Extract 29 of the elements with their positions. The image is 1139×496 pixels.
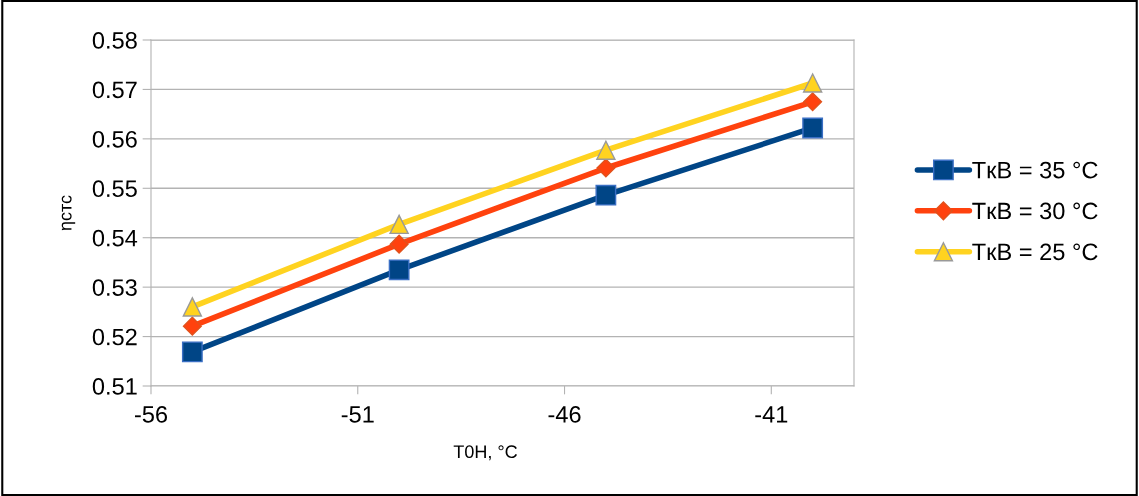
- x-tick-label: -46: [548, 406, 581, 423]
- point: [181, 341, 203, 363]
- x-tick-label: -56: [134, 406, 168, 423]
- point: [388, 259, 410, 281]
- y-tick-label: 0.57: [92, 81, 137, 99]
- legend-label: TкВ = 35 °C: [972, 161, 1098, 179]
- point: [596, 140, 616, 160]
- y-tick-label: 0.52: [92, 328, 137, 346]
- point: [802, 73, 823, 93]
- y-tick-label: 0.54: [92, 229, 138, 247]
- y-tick-label: 0.51: [92, 378, 137, 395]
- point: [182, 297, 203, 317]
- point: [182, 316, 202, 336]
- x-tick-label: -51: [341, 406, 374, 423]
- y-tick-label: 0.58: [92, 32, 137, 49]
- y-axis-title: ηстс: [61, 195, 76, 231]
- point: [389, 214, 409, 235]
- y-tick-label: 0.55: [92, 180, 137, 198]
- legend-label: TкВ = 25 °C: [972, 243, 1098, 261]
- x-tick-label: -41: [755, 406, 788, 423]
- point: [802, 117, 824, 139]
- legend-label: TкВ = 30 °C: [972, 202, 1098, 220]
- point: [803, 92, 823, 112]
- x-axis-title: T0Н, °C: [453, 445, 517, 461]
- point: [596, 158, 616, 178]
- y-tick-label: 0.53: [92, 279, 137, 296]
- y-tick-label: 0.56: [92, 130, 137, 148]
- point: [595, 184, 617, 206]
- point: [389, 234, 409, 254]
